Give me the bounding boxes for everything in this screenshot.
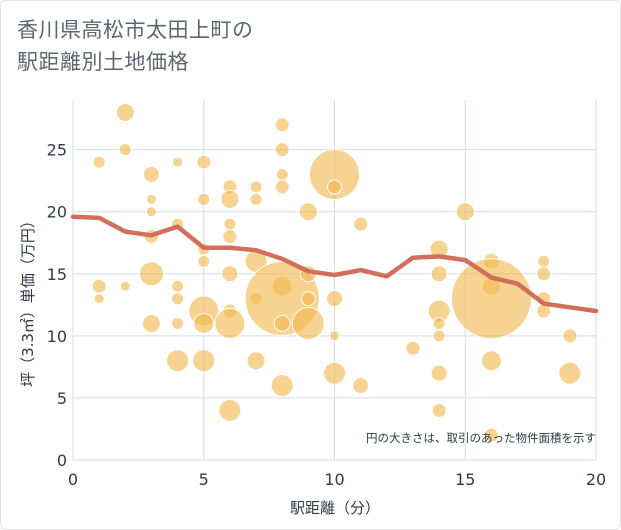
data-bubble [562,328,578,344]
data-bubble [326,290,343,308]
data-bubble [141,313,161,333]
data-bubble [274,142,290,158]
data-bubble [450,258,532,340]
data-bubble [536,266,552,282]
data-bubble [353,216,369,232]
data-bubble [273,314,291,332]
data-bubble [166,349,190,373]
y-tick-label: 20 [47,203,67,222]
data-bubble [431,402,447,418]
data-bubble [483,427,499,443]
data-bubble [138,261,164,287]
data-bubble [275,167,289,181]
data-bubble [197,254,211,268]
size-note: 円の大きさは、取引のあった物件面積を示す [366,431,596,445]
trend-line [70,214,599,314]
tick-labels: 0 5 10 15 20 0 5 10 15 20 25 [47,141,607,489]
data-bubble [249,192,263,206]
y-tick-label: 15 [47,265,67,284]
y-tick-label: 0 [57,451,67,470]
data-bubble [196,154,212,170]
data-bubble [327,179,342,195]
x-tick-label: 20 [586,470,606,489]
y-tick-label: 10 [47,327,67,346]
data-bubble [91,278,107,294]
data-bubble [171,292,185,306]
data-bubble [115,102,135,122]
data-bubble [537,254,551,268]
x-tick-label: 0 [68,470,78,489]
data-bubble [352,377,370,395]
data-bubble [197,192,211,206]
data-bubble [480,350,502,372]
data-bubble [455,202,475,222]
data-bubble [192,349,216,373]
y-tick-label: 5 [57,389,67,408]
data-bubble [323,361,346,385]
data-bubble [430,265,448,283]
data-bubble [246,351,266,371]
data-bubble [223,217,237,231]
data-bubble [405,340,421,356]
bubble-layer [91,102,582,443]
x-tick-label: 15 [455,470,475,489]
data-bubble [92,155,106,169]
data-bubble [300,291,316,307]
data-bubble [218,398,242,422]
x-tick-label: 10 [324,470,344,489]
data-bubble [432,316,446,330]
data-bubble [309,148,360,200]
data-bubble [193,312,215,334]
data-bubble [221,265,239,283]
x-axis-title: 駅距離（分） [290,499,380,517]
data-bubble [118,143,132,157]
data-bubble [145,206,157,218]
data-bubble [274,117,290,133]
data-bubble [270,374,294,398]
x-tick-label: 5 [199,470,209,489]
trend-layer [70,214,599,314]
y-axis-title: 坪（3.3㎡）単価（万円） [19,213,37,387]
data-bubble [222,229,238,245]
data-bubble [119,280,131,292]
data-bubble [432,329,446,343]
data-bubble [291,306,325,340]
chart-title: 香川県高松市太田上町の 駅距離別土地価格 [17,18,254,74]
data-bubble [172,156,184,168]
data-bubble [558,361,582,385]
y-tick-label: 25 [47,141,67,160]
data-bubble [274,179,290,195]
data-bubble [329,330,340,342]
data-bubble [214,307,246,339]
data-bubble [142,165,160,183]
data-bubble [93,293,105,305]
data-bubble [430,364,448,382]
data-bubble [145,193,157,205]
data-bubble [171,279,185,293]
data-bubble [298,202,318,222]
data-bubble [249,180,263,194]
data-bubble [171,316,185,330]
data-bubble [220,189,240,209]
